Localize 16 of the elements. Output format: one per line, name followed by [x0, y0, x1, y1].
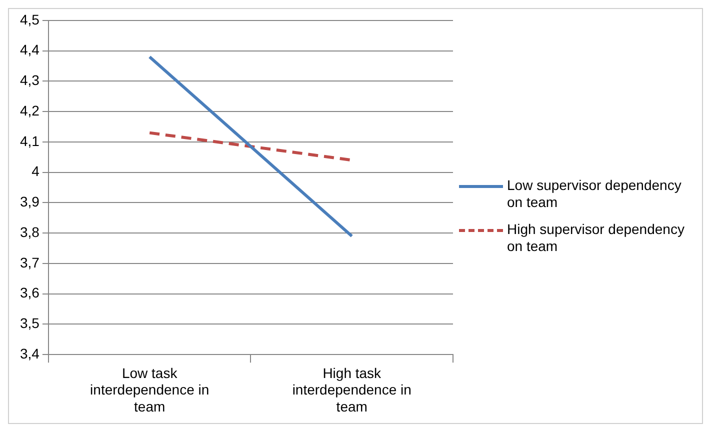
y-tick-label: 4	[32, 163, 40, 180]
y-tick-label: 4,1	[20, 132, 40, 149]
y-tick-label: 3,5	[20, 315, 40, 332]
y-tick-label: 3,8	[20, 224, 40, 240]
legend-label: Low supervisor dependency on team	[507, 177, 682, 211]
y-tick-label: 4,2	[20, 102, 40, 118]
legend-label: High supervisor dependency on team	[507, 221, 686, 255]
x-tick-label: Low task interdependence in team	[90, 364, 210, 414]
y-tick-label: 3,7	[20, 254, 40, 270]
y-tick-label: 4,5	[20, 11, 40, 28]
y-tick-label: 3,4	[20, 345, 40, 362]
y-tick-label: 4,3	[20, 72, 40, 88]
y-tick-label: 4,4	[20, 42, 40, 58]
y-tick-label: 3,9	[20, 194, 40, 210]
y-tick-label: 3,6	[20, 284, 40, 301]
x-tick-label: High task interdependence in team	[292, 364, 412, 414]
